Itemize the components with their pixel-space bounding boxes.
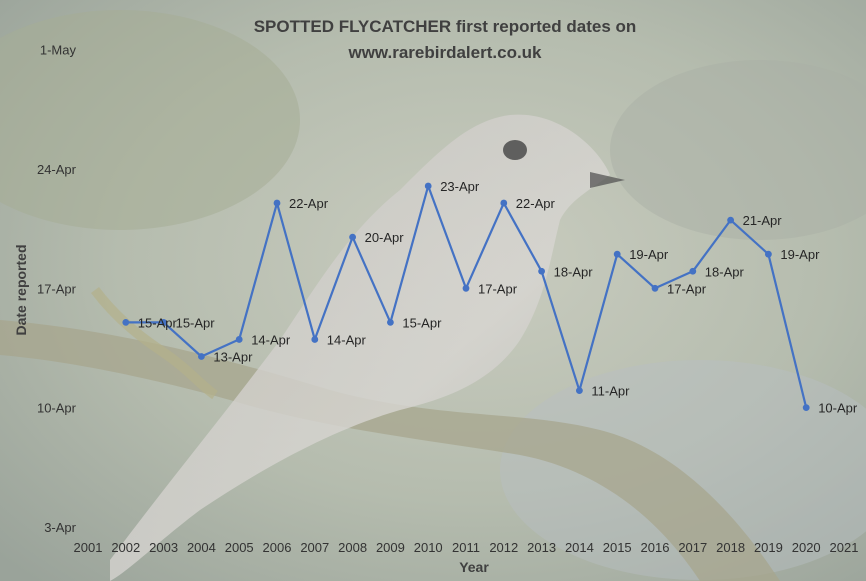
- data-label: 19-Apr: [629, 247, 669, 262]
- x-tick-label: 2005: [225, 540, 254, 555]
- x-tick-label: 2010: [414, 540, 443, 555]
- x-tick-label: 2017: [678, 540, 707, 555]
- data-point: [689, 267, 697, 275]
- data-label: 10-Apr: [818, 401, 858, 416]
- data-point: [576, 387, 583, 394]
- data-point: [235, 336, 243, 343]
- y-tick-label: 17-Apr: [37, 281, 77, 296]
- x-tick-label: 2019: [754, 540, 783, 555]
- data-point: [651, 284, 659, 292]
- x-tick-label: 2015: [603, 540, 632, 555]
- data-point: [311, 336, 319, 343]
- x-tick-label: 2014: [565, 540, 594, 555]
- data-point: [198, 353, 205, 360]
- y-tick-label: 3-Apr: [44, 520, 76, 535]
- data-point: [802, 404, 810, 412]
- data-point: [462, 284, 470, 292]
- x-tick-label: 2002: [111, 540, 140, 555]
- data-label: 11-Apr: [591, 384, 630, 399]
- x-tick-label: 2016: [641, 540, 670, 555]
- y-tick-label: 10-Apr: [37, 401, 77, 416]
- data-point: [160, 319, 168, 326]
- x-tick-label: 2007: [300, 540, 329, 555]
- data-point: [765, 250, 772, 258]
- data-label: 15-Apr: [176, 315, 216, 330]
- x-axis-title: Year: [459, 559, 489, 575]
- data-point: [538, 267, 545, 275]
- data-point: [424, 182, 432, 190]
- x-tick-label: 2021: [830, 540, 859, 555]
- data-point: [727, 216, 734, 224]
- x-tick-label: 2001: [74, 540, 103, 555]
- data-label: 15-Apr: [138, 315, 178, 330]
- data-label: 14-Apr: [251, 332, 291, 347]
- data-label: 19-Apr: [780, 247, 820, 262]
- x-tick-label: 2009: [376, 540, 405, 555]
- data-point: [387, 319, 394, 326]
- y-axis-ticks: 3-Apr 10-Apr 17-Apr 24-Apr 1-May: [37, 43, 77, 535]
- x-axis-ticks: 2001 2002 2003 2004 2005 2006 2007 2008 2009 2010…: [74, 540, 859, 555]
- x-tick-label: 2004: [187, 540, 216, 555]
- x-tick-label: 2013: [527, 540, 556, 555]
- data-label: 14-Apr: [327, 332, 367, 347]
- x-tick-label: 2012: [489, 540, 518, 555]
- data-point: [122, 319, 130, 326]
- data-label: 23-Apr: [440, 179, 480, 194]
- data-label: 21-Apr: [743, 213, 783, 228]
- data-label: 22-Apr: [516, 196, 556, 211]
- data-points: [122, 182, 810, 412]
- data-point: [273, 199, 281, 207]
- data-label: 17-Apr: [478, 281, 518, 296]
- data-labels: 15-Apr15-Apr13-Apr14-Apr22-Apr14-Apr20-A…: [138, 179, 858, 416]
- data-point: [613, 250, 621, 258]
- data-label: 22-Apr: [289, 196, 329, 211]
- chart-title-line1: SPOTTED FLYCATCHER first reported dates …: [254, 17, 637, 36]
- data-point: [500, 199, 508, 207]
- x-tick-label: 2008: [338, 540, 367, 555]
- y-tick-label: 24-Apr: [37, 162, 77, 177]
- x-tick-label: 2011: [452, 540, 480, 555]
- data-label: 20-Apr: [365, 230, 405, 245]
- x-tick-label: 2006: [263, 540, 292, 555]
- x-tick-label: 2018: [716, 540, 745, 555]
- chart-title-line2: www.rarebirdalert.co.uk: [347, 43, 542, 62]
- data-label: 15-Apr: [402, 315, 442, 330]
- x-tick-label: 2020: [792, 540, 821, 555]
- data-label: 18-Apr: [705, 264, 745, 279]
- data-label: 17-Apr: [667, 281, 707, 296]
- y-axis-title: Date reported: [13, 244, 29, 335]
- x-tick-label: 2003: [149, 540, 178, 555]
- data-point: [349, 233, 356, 241]
- y-tick-label: 1-May: [40, 43, 77, 58]
- data-label: 18-Apr: [554, 264, 594, 279]
- data-label: 13-Apr: [213, 350, 253, 365]
